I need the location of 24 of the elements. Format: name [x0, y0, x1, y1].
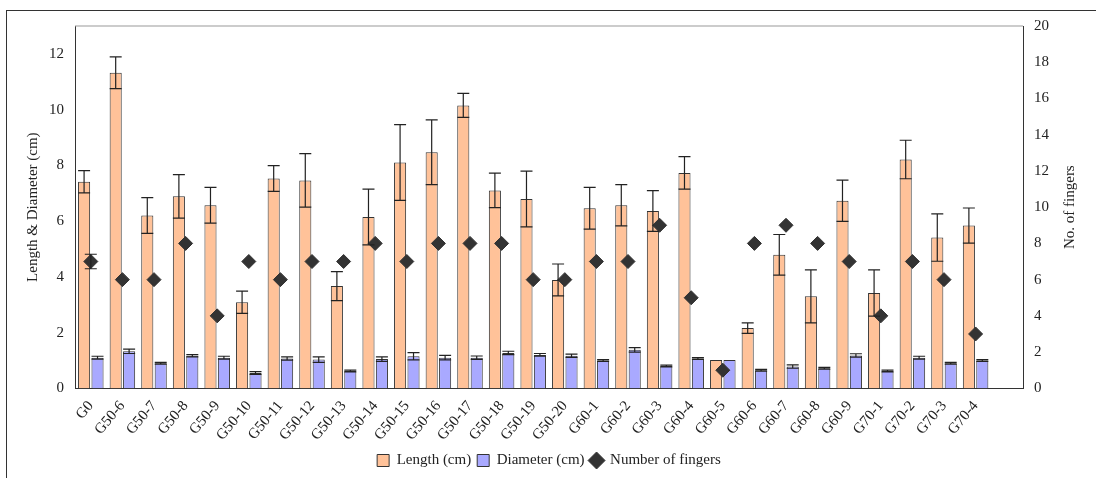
y2-tick-label: 10 — [1034, 198, 1049, 215]
y-tick-label: 8 — [56, 156, 64, 173]
legend-label: Length (cm) — [396, 451, 472, 469]
y-tick-label: 4 — [56, 267, 65, 284]
y2-tick-label: 14 — [1034, 125, 1050, 142]
x-tick-label: G0 — [72, 397, 97, 422]
y2-tick-label: 2 — [1034, 343, 1042, 360]
legend-label: Diameter (cm) — [496, 451, 585, 469]
y2-tick-label: 8 — [1034, 234, 1042, 251]
y2-tick-label: 18 — [1034, 53, 1049, 70]
y2-tick-label: 20 — [1034, 16, 1049, 33]
y2-tick-label: 12 — [1034, 161, 1049, 178]
y2-axis-title: No. of fingers — [1060, 165, 1077, 250]
y2-tick-label: 0 — [1034, 379, 1042, 396]
y-tick-label: 2 — [56, 323, 64, 340]
y2-tick-label: 6 — [1034, 270, 1042, 287]
y2-tick-label: 16 — [1034, 89, 1050, 106]
y-tick-label: 10 — [49, 100, 64, 117]
legend-label: Number of fingers — [610, 451, 722, 468]
y-tick-label: 12 — [49, 44, 64, 61]
y-axis-title: Length & Diameter (cm) — [23, 132, 41, 282]
y-tick-label: 0 — [56, 379, 64, 396]
y-tick-label: 6 — [56, 212, 65, 229]
y2-tick-label: 4 — [1034, 306, 1042, 323]
